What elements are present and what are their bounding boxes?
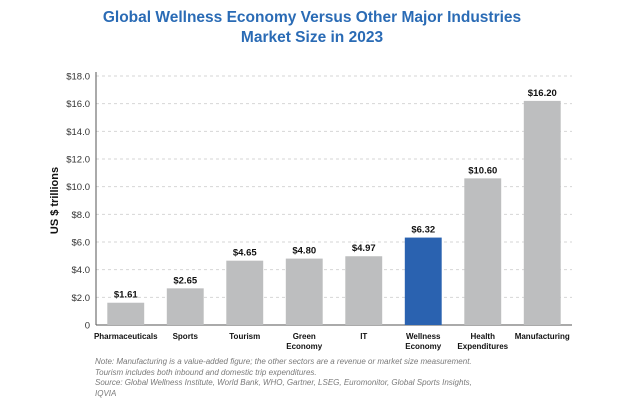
- x-tick-label: Pharmaceuticals: [94, 332, 158, 341]
- note-line: Tourism includes both inbound and domest…: [95, 367, 317, 377]
- y-tick-label: $16.0: [66, 99, 90, 110]
- y-tick-label: $10.0: [66, 182, 90, 193]
- bar: [107, 302, 145, 325]
- bar: [404, 237, 442, 325]
- data-label: $4.97: [352, 243, 376, 254]
- x-tick-label: Economy: [286, 342, 323, 351]
- bar: [166, 288, 204, 325]
- x-tick-label: Wellness: [406, 332, 441, 341]
- bar: [345, 256, 383, 325]
- x-tick-label: Tourism: [229, 332, 260, 341]
- data-label: $16.20: [528, 88, 557, 99]
- y-tick-label: 0: [85, 321, 90, 332]
- y-tick-label: $6.0: [72, 238, 91, 249]
- data-label: $4.80: [292, 246, 316, 257]
- data-label: $4.65: [233, 248, 257, 259]
- bar: [226, 260, 264, 325]
- y-tick-label: $4.0: [72, 265, 91, 276]
- note-line: Note: Manufacturing is a value-added fig…: [95, 357, 472, 366]
- bar: [285, 258, 323, 325]
- x-tick-label: Expenditures: [457, 342, 508, 351]
- chart-notes: Note: Manufacturing is a value-added fig…: [95, 357, 565, 399]
- data-label: $1.61: [114, 290, 138, 301]
- data-label: $2.65: [173, 275, 197, 286]
- y-tick-label: $18.0: [66, 72, 90, 83]
- bar: [464, 178, 502, 325]
- x-tick-label: Health: [471, 332, 496, 341]
- chart-title-line-1: Global Wellness Economy Versus Other Maj…: [102, 9, 522, 26]
- chart-title-line-2: Market Size in 2023: [240, 29, 384, 46]
- x-tick-label: IT: [360, 332, 367, 341]
- data-label: $10.60: [468, 165, 497, 176]
- y-tick-label: $12.0: [66, 155, 90, 166]
- y-axis-label: US $ trillions: [49, 167, 61, 234]
- y-tick-label: $2.0: [72, 293, 91, 304]
- source-line: IQVIA: [95, 388, 117, 398]
- y-tick-label: $8.0: [72, 210, 91, 221]
- source-line: Source: Global Wellness Institute, World…: [95, 378, 472, 387]
- x-tick-label: Green: [293, 332, 316, 341]
- x-tick-label: Sports: [173, 332, 199, 341]
- bar: [523, 100, 561, 326]
- data-label: $6.32: [411, 225, 435, 236]
- x-tick-label: Economy: [405, 342, 442, 351]
- y-tick-label: $14.0: [66, 127, 90, 138]
- x-tick-label: Manufacturing: [515, 332, 570, 341]
- chart-title: Global Wellness Economy Versus Other Maj…: [0, 8, 624, 48]
